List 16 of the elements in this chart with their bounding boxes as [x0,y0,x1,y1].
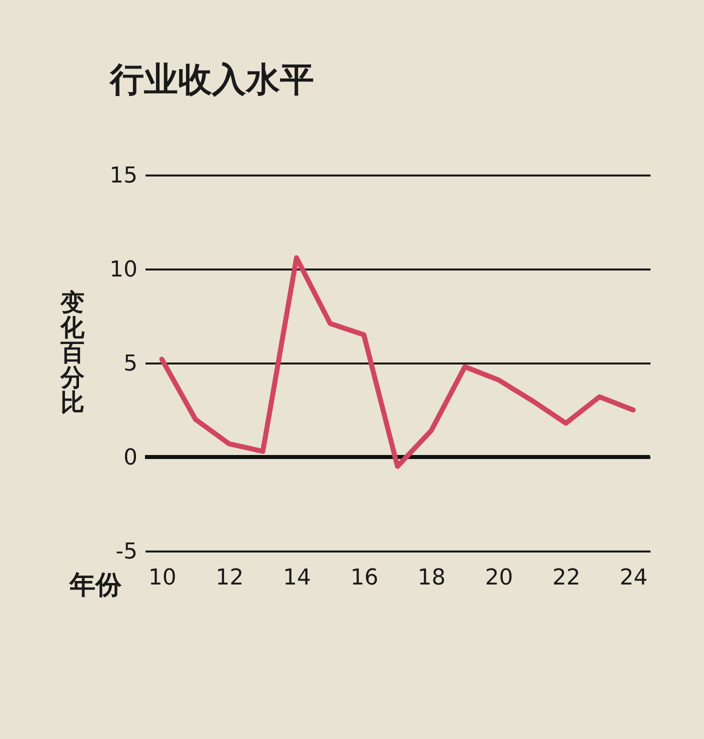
x-tick-label: 20 [485,566,513,590]
x-tick-label: 24 [620,566,648,590]
y-tick-label: 5 [124,352,138,376]
x-tick-label: 14 [283,566,311,590]
y-axis-title: 变化百分比 [60,288,86,416]
x-tick-label: 10 [148,566,176,590]
y-tick-label: 15 [110,164,138,188]
y-tick-label: 10 [110,258,138,282]
x-tick-label: 22 [552,566,580,590]
x-tick-label: 16 [350,566,378,590]
x-tick-label: 18 [418,566,446,590]
x-axis-title: 年份 [68,570,122,600]
chart-title: 行业收入水平 [109,60,314,100]
x-tick-label: 12 [216,566,244,590]
y-tick-label: -5 [116,540,138,564]
y-tick-label: 0 [124,446,138,470]
